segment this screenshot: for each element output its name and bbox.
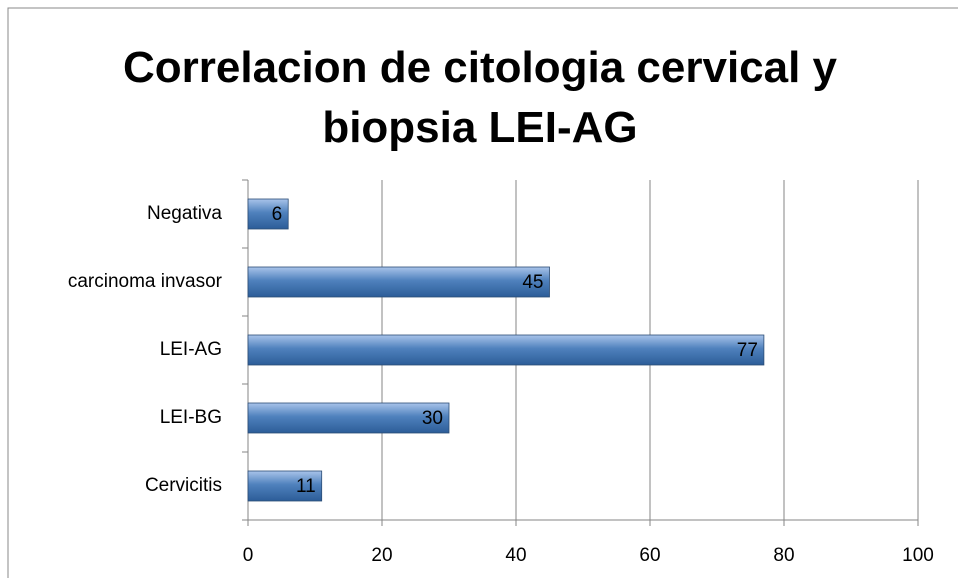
data-label: 77 [737, 340, 758, 361]
x-tick-label: 20 [371, 545, 392, 566]
chart-border [7, 7, 958, 578]
y-tick-label: LEI-AG [160, 339, 222, 360]
bar [247, 470, 323, 502]
bar [247, 198, 289, 230]
y-tick-label: carcinoma invasor [68, 271, 223, 292]
x-tick-label: 0 [243, 545, 254, 566]
x-tick-label: 40 [505, 545, 526, 566]
y-tick-label: Negativa [147, 203, 222, 224]
data-label: 6 [272, 204, 283, 225]
data-label: 11 [296, 476, 316, 497]
x-tick-label: 100 [902, 545, 934, 566]
y-tick-label: Cervicitis [145, 475, 222, 496]
data-label: 45 [522, 272, 543, 293]
bar [247, 266, 550, 298]
x-tick-label: 80 [773, 545, 794, 566]
chart-title: Correlacion de citologia cervical y biop… [122, 43, 838, 152]
y-tick-label: LEI-BG [160, 407, 222, 428]
bar [247, 334, 765, 366]
x-tick-label: 60 [639, 545, 660, 566]
data-label: 30 [422, 408, 443, 429]
bar [247, 402, 450, 434]
